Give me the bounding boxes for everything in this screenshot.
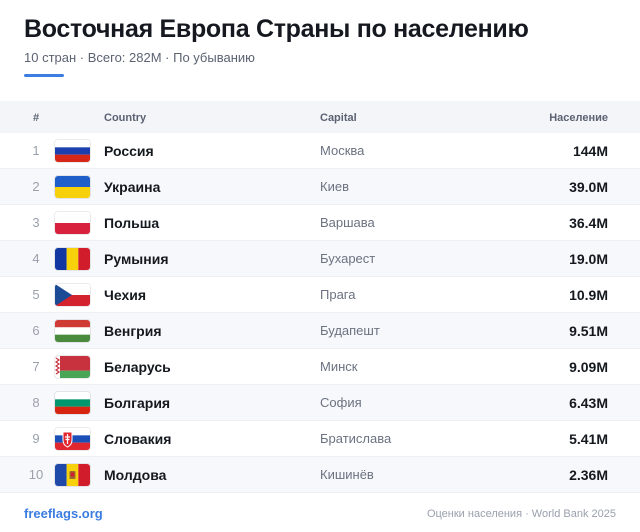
ukraine-flag-icon <box>55 176 90 198</box>
czechia-flag-icon <box>55 284 90 306</box>
row-population: 144M <box>572 143 608 159</box>
row-rank: 1 <box>32 143 40 158</box>
column-header-population[interactable]: Население <box>549 112 608 124</box>
row-rank: 6 <box>32 323 40 338</box>
row-population: 9.51M <box>569 323 608 339</box>
row-country: Беларусь <box>104 359 171 375</box>
row-rank: 5 <box>32 287 40 302</box>
row-rank: 10 <box>28 467 44 482</box>
table-row[interactable]: 2 Украина Киев 39.0M <box>0 169 640 205</box>
row-rank: 3 <box>32 215 40 230</box>
table-row[interactable]: 4 Румыния Бухарест 19.0M <box>0 241 640 277</box>
row-country: Венгрия <box>104 323 162 339</box>
table-row[interactable]: 9 Словакия Братислава 5.41M <box>0 421 640 457</box>
row-population: 5.41M <box>569 431 608 447</box>
russia-flag-icon <box>55 140 90 162</box>
row-capital: Прага <box>320 287 356 302</box>
row-country: Чехия <box>104 287 146 303</box>
row-population: 36.4M <box>569 215 608 231</box>
romania-flag-icon <box>55 248 90 270</box>
row-country: Польша <box>104 215 160 231</box>
column-header-rank[interactable]: # <box>32 112 40 124</box>
row-capital: Москва <box>320 143 365 158</box>
row-capital: Минск <box>320 359 358 374</box>
column-header-country[interactable]: Country <box>104 112 147 124</box>
population-table: # Country Capital Население 1 Россия Мос… <box>0 101 640 493</box>
header: Восточная Европа Страны по населению 10 … <box>24 14 616 77</box>
row-rank: 7 <box>32 359 40 374</box>
row-population: 19.0M <box>569 251 608 267</box>
footer: freeflags.org Оценки населения · World B… <box>0 504 640 524</box>
row-capital: Будапешт <box>320 323 380 338</box>
row-country: Румыния <box>104 251 169 267</box>
row-population: 9.09M <box>569 359 608 375</box>
row-country: Молдова <box>104 467 167 483</box>
page-subtitle: 10 стран · Всего: 282M · По убыванию <box>24 50 255 65</box>
row-rank: 9 <box>32 431 40 446</box>
row-country: Болгария <box>104 395 171 411</box>
moldova-flag-icon <box>55 464 90 486</box>
belarus-flag-icon <box>55 356 90 378</box>
poland-flag-icon <box>55 212 90 234</box>
slovakia-flag-icon <box>55 428 90 450</box>
table-row[interactable]: 1 Россия Москва 144M <box>0 133 640 169</box>
row-rank: 8 <box>32 395 40 410</box>
row-capital: Кишинёв <box>320 467 374 482</box>
row-rank: 2 <box>32 179 40 194</box>
table-row[interactable]: 6 Венгрия Будапешт 9.51M <box>0 313 640 349</box>
accent-bar <box>24 74 64 77</box>
hungary-flag-icon <box>55 320 90 342</box>
row-capital: Киев <box>320 179 349 194</box>
row-country: Украина <box>104 179 161 195</box>
row-population: 6.43M <box>569 395 608 411</box>
column-header-capital[interactable]: Capital <box>320 112 357 124</box>
row-population: 10.9M <box>569 287 608 303</box>
row-rank: 4 <box>32 251 40 266</box>
table-row[interactable]: 7 Беларусь Минск 9.09M <box>0 349 640 385</box>
table-row[interactable]: 8 Болгария София 6.43M <box>0 385 640 421</box>
row-capital: Бухарест <box>320 251 376 266</box>
bulgaria-flag-icon <box>55 392 90 414</box>
table-header: # Country Capital Население <box>0 101 640 133</box>
source-note: Оценки населения · World Bank 2025 <box>426 508 616 520</box>
row-country: Словакия <box>104 431 172 447</box>
table-row[interactable]: 5 Чехия Прага 10.9M <box>0 277 640 313</box>
row-capital: София <box>320 395 362 410</box>
row-capital: Братислава <box>320 431 392 446</box>
table-row[interactable]: 10 Молдова Кишинёв 2.36M <box>0 457 640 493</box>
table-row[interactable]: 3 Польша Варшава 36.4M <box>0 205 640 241</box>
row-population: 39.0M <box>569 179 608 195</box>
page-title: Восточная Европа Страны по населению <box>24 15 529 43</box>
row-country: Россия <box>104 143 154 159</box>
row-capital: Варшава <box>320 215 375 230</box>
row-population: 2.36M <box>569 467 608 483</box>
brand-link[interactable]: freeflags.org <box>24 506 103 521</box>
